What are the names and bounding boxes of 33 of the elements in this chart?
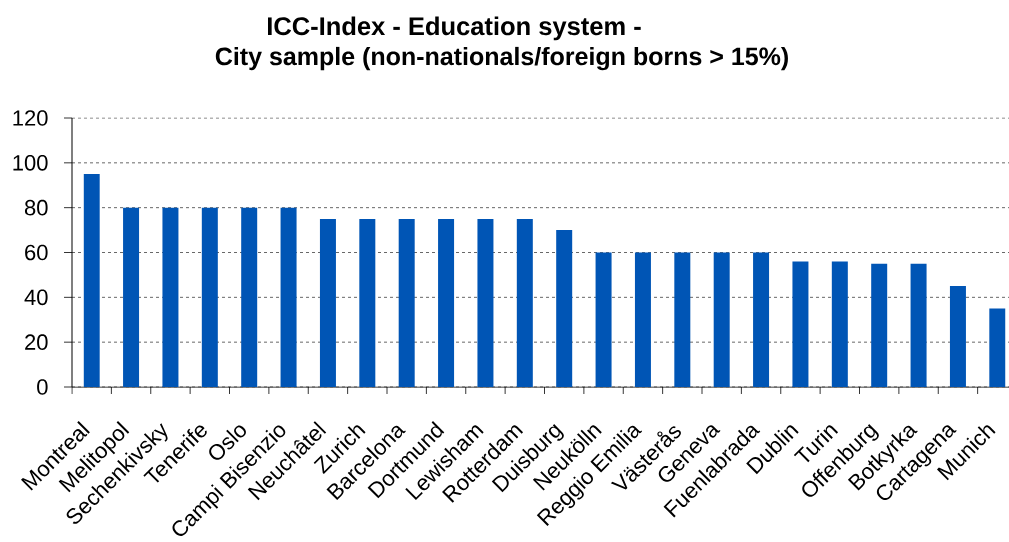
bar (556, 230, 573, 387)
bar (831, 261, 848, 387)
bar (949, 286, 966, 387)
bar (871, 263, 888, 387)
bar (201, 207, 218, 387)
y-tick-label: 40 (24, 289, 48, 306)
y-tick-label: 20 (25, 334, 48, 350)
bar (753, 252, 770, 387)
bar (123, 207, 140, 387)
bar (792, 261, 809, 387)
bar (713, 252, 730, 387)
bar (910, 263, 927, 387)
bar (241, 207, 258, 387)
bar (398, 218, 415, 387)
bar (319, 218, 336, 387)
bar (438, 218, 455, 387)
bar (634, 252, 651, 387)
chart-title: ICC-Index - Education system - (267, 16, 641, 41)
bar (162, 207, 179, 387)
y-tick-label: 120 (13, 110, 48, 126)
y-tick-label: 80 (24, 199, 48, 216)
chart-subtitle: City sample (non-nationals/foreign borns > 15%) (215, 46, 788, 71)
y-tick-label: 100 (13, 155, 48, 171)
y-tick-label: 60 (25, 244, 48, 261)
bar (674, 252, 691, 387)
bar (477, 218, 494, 387)
bar (989, 308, 1006, 387)
bar (359, 218, 376, 387)
y-tick-label: 0 (37, 379, 48, 395)
bar (516, 218, 533, 387)
bar (280, 207, 297, 387)
bar (595, 252, 612, 387)
bar (83, 174, 100, 387)
